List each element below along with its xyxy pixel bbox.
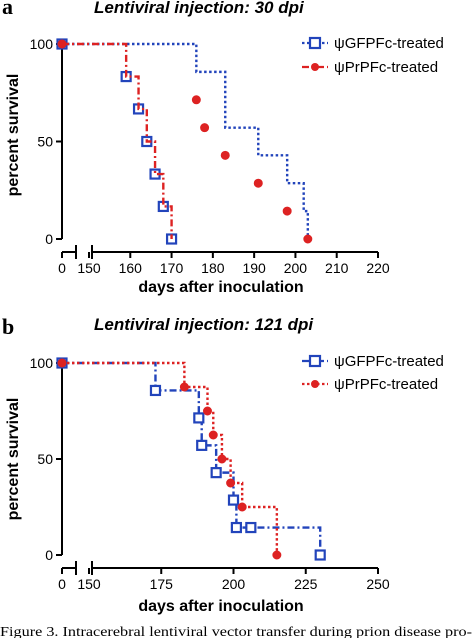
y-tick-label-b-0: 0 bbox=[45, 547, 53, 563]
data-point-a-1-1 bbox=[191, 95, 201, 105]
x-tick-label-b-200: 200 bbox=[222, 576, 246, 592]
data-point-a-1-3 bbox=[220, 150, 230, 160]
panel-a: a Lentiviral injection: 30 dpi percent s… bbox=[2, 0, 444, 296]
panel-b-axes: 0 50 100 0 150 175 200 225 250 bbox=[30, 355, 390, 592]
series-line-a-0 bbox=[62, 42, 310, 239]
legend-label-b-1: ψPrPFc-treated bbox=[334, 376, 438, 393]
y-tick-label-b-100: 100 bbox=[30, 355, 54, 371]
legend-marker-a-0 bbox=[308, 36, 322, 50]
data-point-a-1-6 bbox=[303, 234, 313, 244]
x-tick-label-a-0: 0 bbox=[58, 260, 66, 276]
data-point-b-0-3 bbox=[196, 439, 208, 451]
data-point-b-1-4 bbox=[217, 454, 227, 464]
data-point-b-1-6 bbox=[237, 502, 247, 512]
x-tick-label-b-150: 150 bbox=[77, 576, 101, 592]
data-point-b-1-0 bbox=[57, 358, 67, 368]
panel-a-legend: ψGFPFc-treated ψPrPFc-treated bbox=[302, 35, 444, 76]
panel-b-legend: ψGFPFc-treated ψPrPFc-treated bbox=[302, 353, 444, 393]
data-point-a-1-4 bbox=[253, 178, 263, 188]
x-tick-label-b-175: 175 bbox=[150, 576, 174, 592]
data-point-b-0-7 bbox=[245, 521, 257, 534]
panel-b-series bbox=[56, 357, 326, 561]
legend-label-a-0: ψGFPFc-treated bbox=[334, 35, 444, 52]
data-point-b-0-2 bbox=[193, 412, 205, 424]
panel-b-letter: b bbox=[2, 314, 14, 339]
x-tick-label-a-160: 160 bbox=[119, 260, 143, 276]
data-point-b-0-8 bbox=[314, 549, 326, 561]
panel-a-ylabel: percent survival bbox=[5, 74, 22, 197]
x-tick-label-a-210: 210 bbox=[325, 260, 349, 276]
panel-a-series bbox=[56, 38, 313, 245]
legend-label-a-1: ψPrPFc-treated bbox=[334, 59, 438, 76]
data-point-b-1-3 bbox=[208, 430, 218, 440]
x-tick-label-a-170: 170 bbox=[160, 260, 184, 276]
legend-marker-b-0 bbox=[308, 354, 322, 368]
x-tick-label-a-200: 200 bbox=[284, 260, 308, 276]
x-tick-label-a-150: 150 bbox=[77, 260, 101, 276]
legend-marker-a-1 bbox=[311, 63, 319, 71]
data-point-b-1-2 bbox=[202, 406, 212, 416]
x-tick-label-b-250: 250 bbox=[366, 576, 390, 592]
data-point-a-1-0 bbox=[57, 39, 67, 49]
data-point-b-0-4 bbox=[210, 467, 222, 479]
legend-label-b-0: ψGFPFc-treated bbox=[334, 353, 444, 370]
series-line-b-1 bbox=[62, 361, 279, 555]
x-tick-label-b-0: 0 bbox=[58, 576, 66, 592]
data-point-a-1-5 bbox=[282, 206, 292, 216]
data-point-b-1-1 bbox=[179, 382, 189, 392]
panel-a-letter: a bbox=[2, 0, 13, 19]
series-line-b-0 bbox=[62, 361, 322, 555]
data-point-b-1-5 bbox=[226, 478, 236, 488]
data-point-a-1-2 bbox=[200, 123, 210, 133]
series-line-a-1 bbox=[62, 42, 173, 239]
panel-b-ylabel: percent survival bbox=[5, 398, 22, 521]
y-tick-label-a-100: 100 bbox=[30, 36, 54, 52]
panel-b: b Lentiviral injection: 121 dpi percent … bbox=[2, 314, 444, 615]
x-tick-label-a-220: 220 bbox=[366, 260, 390, 276]
panel-a-title: Lentiviral injection: 30 dpi bbox=[94, 0, 305, 17]
panel-a-xlabel: days after inoculation bbox=[138, 279, 303, 296]
caption-background bbox=[0, 624, 474, 638]
y-tick-label-b-50: 50 bbox=[37, 451, 53, 467]
legend-marker-b-1 bbox=[311, 380, 319, 388]
figure-caption: Figure 3. Intracerebral lentiviral vecto… bbox=[0, 625, 472, 638]
panel-a-axes: 0 50 100 0 150 160 170 180 190 200 210 220 bbox=[30, 36, 390, 276]
data-point-b-0-5 bbox=[227, 494, 240, 506]
y-tick-label-a-50: 50 bbox=[37, 134, 53, 150]
panel-b-xlabel: days after inoculation bbox=[138, 598, 303, 615]
y-tick-label-a-0: 0 bbox=[45, 231, 53, 247]
x-tick-label-a-180: 180 bbox=[201, 260, 225, 276]
data-point-b-0-6 bbox=[230, 521, 242, 534]
x-tick-label-a-190: 190 bbox=[242, 260, 266, 276]
data-point-b-1-7 bbox=[272, 550, 282, 560]
data-point-b-0-1 bbox=[149, 384, 162, 397]
x-tick-label-b-225: 225 bbox=[294, 576, 318, 592]
panel-b-title: Lentiviral injection: 121 dpi bbox=[94, 315, 314, 334]
